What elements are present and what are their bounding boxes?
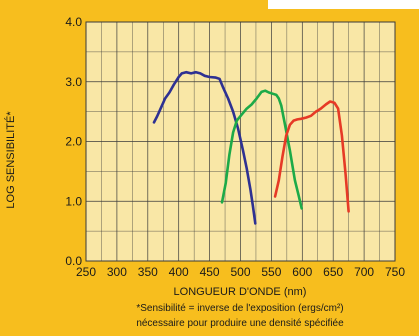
data-series [152, 70, 350, 225]
y-axis-label: LOG SENSIBILITÉ* [4, 111, 17, 209]
x-tick-label: 550 [261, 265, 281, 279]
y-tick-label: 2.0 [65, 135, 82, 149]
x-tick-label: 400 [169, 265, 189, 279]
y-axis-ticks: 0.0 1.0 2.0 3.0 4.0 [65, 15, 82, 268]
x-tick-label: 750 [385, 265, 405, 279]
y-tick-label: 4.0 [65, 15, 82, 29]
x-tick-label: 700 [354, 265, 374, 279]
x-tick-label: 450 [200, 265, 220, 279]
x-tick-label: 500 [230, 265, 250, 279]
x-tick-label: 350 [138, 265, 158, 279]
y-tick-label: 1.0 [65, 194, 82, 208]
series-line-blue [152, 70, 257, 225]
footnote-line-1: *Sensibilité = inverse de l'exposition (… [136, 303, 343, 314]
series-line-red [273, 100, 350, 213]
x-axis-ticks: 250 300 350 400 450 500 550 600 650 700 750 [76, 265, 405, 279]
series-line-green [220, 89, 303, 210]
y-tick-label: 0.0 [65, 254, 82, 268]
y-tick-label: 3.0 [65, 75, 82, 89]
x-axis-label: LONGUEUR D'ONDE (nm) [174, 286, 307, 298]
plot-border [85, 21, 396, 262]
x-tick-label: 600 [292, 265, 312, 279]
x-tick-label: 250 [76, 265, 96, 279]
x-tick-label: 650 [323, 265, 343, 279]
x-tick-label: 300 [107, 265, 127, 279]
footnote-line-2: nécessaire pour produire une densité spé… [136, 318, 344, 329]
